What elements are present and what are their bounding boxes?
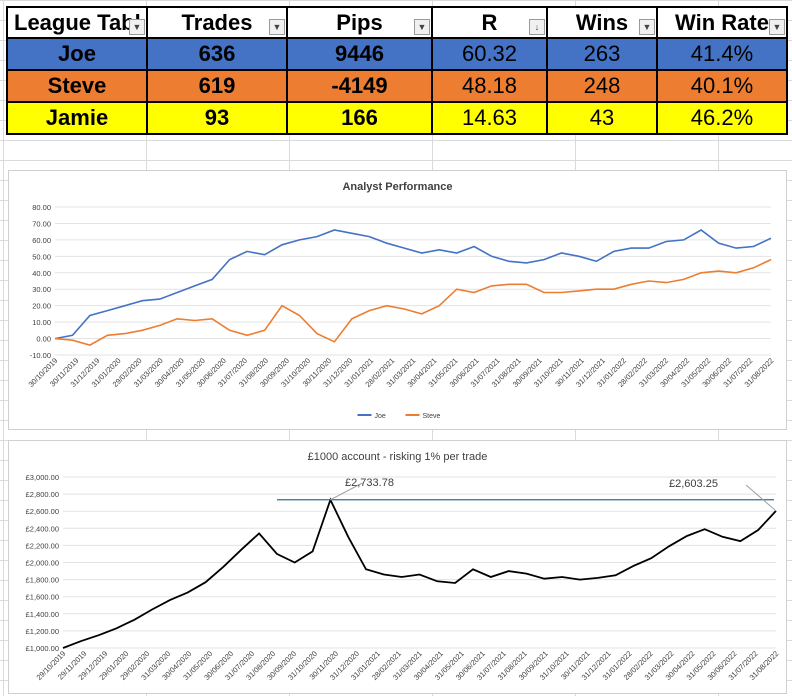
annotation-leader-line [330,482,363,501]
header-cell-r[interactable]: R ↓ [431,6,548,39]
y-tick-label: 80.00 [32,203,51,212]
cell-r[interactable]: 48.18 [431,69,548,103]
y-tick-label: £2,600.00 [26,507,59,516]
header-cell-trades[interactable]: Trades ▼ [146,6,288,39]
y-tick-label: 30.00 [32,285,51,294]
cell-r[interactable]: 14.63 [431,101,548,135]
filter-dropdown-icon[interactable]: ▼ [129,19,145,35]
annotation-label: £2,603.25 [669,478,718,490]
series-line [54,258,772,346]
cell-wins[interactable]: 43 [546,101,658,135]
series-line [54,229,772,340]
cell-name[interactable]: Steve [6,69,148,103]
table-row: Joe 636 9446 60.32 263 41.4% [6,37,788,71]
header-cell-name[interactable]: League Tabl ▼ [6,6,148,39]
y-tick-label: 20.00 [32,302,51,311]
cell-pips[interactable]: -4149 [286,69,433,103]
header-cell-win-rate[interactable]: Win Rate ▼ [656,6,788,39]
y-tick-label: £1,400.00 [26,610,59,619]
cell-pips[interactable]: 9446 [286,37,433,71]
table-row: Steve 619 -4149 48.18 248 40.1% [6,69,788,103]
legend-label: Steve [423,413,441,420]
account-balance-svg: £1000 account - risking 1% per trade £3,0… [26,451,781,682]
y-tick-label: £1,800.00 [26,576,59,585]
y-tick-label: -10.00 [30,351,51,360]
cell-wins[interactable]: 248 [546,69,658,103]
filter-dropdown-icon[interactable]: ▼ [414,19,430,35]
y-tick-label: £1,600.00 [26,593,59,602]
header-cell-wins[interactable]: Wins ▼ [546,6,658,39]
y-tick-label: £1,200.00 [26,627,59,636]
y-tick-label: £2,000.00 [26,559,59,568]
filter-dropdown-icon[interactable]: ▼ [269,19,285,35]
legend-label: Joe [375,413,386,420]
cell-name[interactable]: Joe [6,37,148,71]
table-row: Jamie 93 166 14.63 43 46.2% [6,101,788,135]
y-tick-label: 70.00 [32,219,51,228]
y-tick-label: 0.00 [36,335,51,344]
annotation-label: £2,733.78 [345,477,394,489]
cell-r[interactable]: 60.32 [431,37,548,71]
analyst-performance-chart[interactable]: Analyst Performance 80.00 70.00 60.00 50.00 4… [8,170,787,430]
cell-wins[interactable]: 263 [546,37,658,71]
league-table-header: League Tabl ▼ Trades ▼ Pips ▼ R ↓ Wins ▼ Win … [6,6,788,39]
y-tick-label: £2,200.00 [26,541,59,550]
chart-title: £1000 account - risking 1% per trade [308,451,488,463]
sort-descending-filter-icon[interactable]: ↓ [529,19,545,35]
header-cell-pips[interactable]: Pips ▼ [286,6,433,39]
y-tick-label: £3,000.00 [26,473,59,482]
y-tick-label: 50.00 [32,252,51,261]
y-tick-label: £2,400.00 [26,524,59,533]
cell-trades[interactable]: 93 [146,101,288,135]
league-table: League Tabl ▼ Trades ▼ Pips ▼ R ↓ Wins ▼ Win … [6,6,788,135]
y-tick-label: 10.00 [32,318,51,327]
cell-win-rate[interactable]: 41.4% [656,37,788,71]
y-tick-label: £2,800.00 [26,490,59,499]
cell-trades[interactable]: 619 [146,69,288,103]
y-tick-label: £1,000.00 [26,644,59,653]
cell-trades[interactable]: 636 [146,37,288,71]
filter-dropdown-icon[interactable]: ▼ [769,19,785,35]
cell-win-rate[interactable]: 46.2% [656,101,788,135]
y-tick-label: 60.00 [32,236,51,245]
cell-win-rate[interactable]: 40.1% [656,69,788,103]
chart-title: Analyst Performance [342,181,452,193]
series-line [62,497,777,649]
annotation-leader-line [745,484,777,512]
cell-pips[interactable]: 166 [286,101,433,135]
cell-name[interactable]: Jamie [6,101,148,135]
account-balance-chart[interactable]: £1000 account - risking 1% per trade £3,0… [8,440,787,694]
y-tick-label: 40.00 [32,269,51,278]
analyst-performance-svg: Analyst Performance 80.00 70.00 60.00 50.00 4… [27,181,776,420]
filter-dropdown-icon[interactable]: ▼ [639,19,655,35]
